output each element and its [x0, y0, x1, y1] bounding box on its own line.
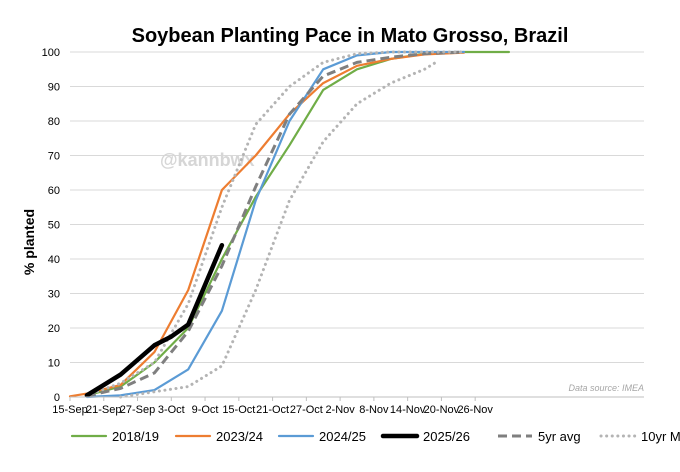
chart-title: Soybean Planting Pace in Mato Grosso, Br…: [132, 25, 569, 47]
x-tick-label: 27-Sep: [120, 404, 155, 416]
y-axis-ticks: 0 10 20 30 40 50 60 70 80 90 100: [42, 47, 60, 404]
y-tick-label: 40: [48, 254, 60, 266]
x-tick-label: 8-Nov: [359, 404, 389, 416]
x-tick-label: 2-Nov: [325, 404, 355, 416]
x-tick-label: 27-Oct: [290, 404, 323, 416]
x-tick-label: 20-Nov: [424, 404, 460, 416]
source-note: Data source: IMEA: [568, 383, 644, 393]
y-tick-label: 100: [42, 47, 60, 59]
y-tick-label: 10: [48, 358, 60, 370]
series-lines: [68, 50, 510, 399]
y-tick-label: 30: [48, 289, 60, 301]
legend-label: 2025/26: [423, 429, 470, 444]
y-tick-label: 50: [48, 220, 60, 232]
x-tick-label: 14-Nov: [390, 404, 426, 416]
x-tick-label: 26-Nov: [457, 404, 493, 416]
series-line-10yr-max-min-max: [85, 50, 466, 397]
legend-label: 2018/19: [112, 429, 159, 444]
y-tick-label: 70: [48, 151, 60, 163]
x-tick-label: 21-Sep: [86, 404, 121, 416]
y-tick-label: 0: [54, 392, 60, 404]
x-tick-label: 9-Oct: [192, 404, 219, 416]
series-line-5yr-avg: [86, 50, 464, 398]
y-tick-label: 80: [48, 116, 60, 128]
x-tick-label: 15-Oct: [222, 404, 255, 416]
x-tick-label: 3-Oct: [158, 404, 185, 416]
y-tick-label: 20: [48, 323, 60, 335]
x-tick-label: 15-Sep: [52, 404, 87, 416]
series-line-2023-24: [68, 51, 465, 398]
series-line-10yr-max-min-min: [119, 60, 438, 399]
watermark-text: @kannbwx: [160, 150, 255, 170]
legend-label: 2023/24: [216, 429, 263, 444]
y-axis-label: % planted: [21, 209, 37, 275]
legend-label: 2024/25: [319, 429, 366, 444]
y-tick-label: 90: [48, 82, 60, 94]
series-line-2025-26: [84, 242, 225, 398]
legend-label: 5yr avg: [538, 429, 581, 444]
series-line-2024-25: [85, 50, 465, 399]
legend-label: 10yr Max/Min: [641, 429, 680, 444]
x-tick-label: 21-Oct: [256, 404, 289, 416]
y-tick-label: 60: [48, 185, 60, 197]
legend: 2018/19 2023/24 2024/25 2025/26 5yr avg 10yr …: [70, 429, 680, 444]
gridlines: [70, 51, 644, 363]
